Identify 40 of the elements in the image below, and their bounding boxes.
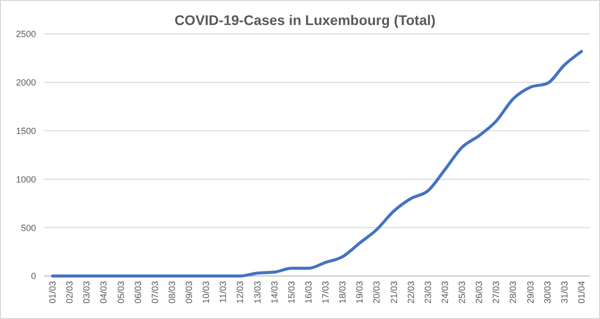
x-tick-label: 04/03 (98, 281, 109, 304)
x-tick-label: 28/03 (508, 281, 518, 304)
x-tick-label: 01/03 (48, 281, 58, 304)
x-tick-label: 24/03 (440, 281, 450, 304)
x-tick-label: 14/03 (269, 281, 280, 304)
x-tick-label: 03/03 (82, 281, 92, 304)
x-tick-label: 25/03 (457, 281, 468, 304)
x-tick-label: 15/03 (286, 281, 296, 304)
x-tick-label: 07/03 (150, 281, 160, 304)
x-tick-label: 26/03 (474, 281, 484, 304)
x-tick-label: 31/03 (559, 281, 570, 304)
x-tick-label: 09/03 (184, 281, 194, 304)
x-tick-label: 30/03 (542, 281, 552, 304)
x-tick-label: 29/03 (525, 281, 536, 304)
y-tick-label: 1000 (16, 174, 36, 184)
y-tick-label: 2500 (16, 29, 36, 40)
y-tick-label: 1500 (16, 126, 36, 136)
x-tick-label: 21/03 (388, 281, 399, 304)
y-tick-label: 2000 (16, 78, 36, 88)
x-tick-label: 17/03 (320, 281, 331, 304)
y-tick-label: 500 (20, 222, 36, 233)
x-tick-label: 12/03 (235, 281, 246, 304)
x-tick-label: 27/03 (491, 281, 502, 304)
x-tick-label: 10/03 (201, 281, 212, 304)
x-tick-label: 23/03 (422, 281, 433, 304)
x-tick-label: 06/03 (132, 281, 143, 304)
x-tick-label: 13/03 (252, 281, 262, 304)
x-tick-label: 19/03 (354, 281, 365, 304)
x-tick-label: 20/03 (372, 281, 382, 304)
line-series (51, 50, 583, 278)
x-tick-label: 01/04 (576, 281, 586, 304)
x-tick-label: 08/03 (166, 281, 177, 304)
x-tick-label: 11/03 (218, 281, 228, 303)
chart-title: COVID-19-Cases in Luxembourg (Total) (174, 12, 436, 28)
y-tick-label: 0 (30, 271, 36, 282)
x-tick-label: 02/03 (64, 281, 75, 304)
x-tick-label: 22/03 (406, 281, 416, 304)
x-tick-label: 05/03 (116, 281, 126, 304)
x-tick-label: 18/03 (338, 281, 348, 304)
x-tick-label: 16/03 (303, 281, 314, 304)
